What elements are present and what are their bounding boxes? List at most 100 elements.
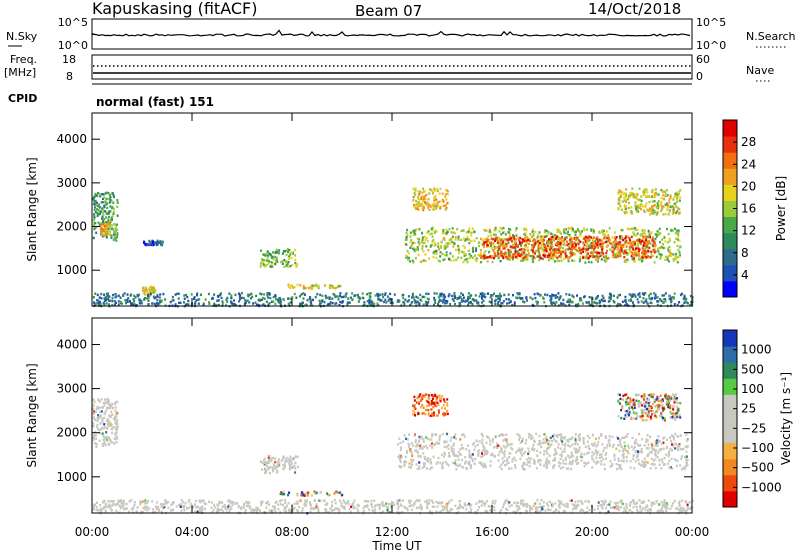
power-region [617, 187, 682, 216]
velocity-cell [493, 502, 496, 505]
velocity-cell [296, 500, 299, 503]
power-cell [146, 243, 149, 246]
power-cell [461, 250, 463, 254]
power-cell [507, 248, 510, 252]
power-cell [507, 241, 510, 244]
power-cell [600, 258, 603, 261]
power-cell [642, 254, 645, 258]
velocity-cell [274, 506, 277, 510]
power-cell [624, 207, 627, 211]
velocity-cell [414, 500, 417, 503]
power-cell [440, 299, 443, 302]
power-cell [527, 249, 530, 252]
velocity-cell [399, 499, 402, 502]
power-cell [622, 245, 625, 248]
power-cell [412, 233, 415, 236]
power-cell [329, 302, 332, 306]
velocity-cell [433, 443, 436, 446]
power-cell [636, 207, 639, 210]
velocity-cell [446, 402, 449, 405]
power-cell [194, 302, 197, 306]
power-cell [577, 242, 580, 246]
power-cell [582, 246, 585, 249]
velocity-cell [309, 501, 312, 504]
power-cell [508, 235, 511, 238]
power-cell [636, 251, 639, 254]
power-cell [648, 232, 651, 235]
power-cell [563, 242, 566, 245]
power-cell [393, 293, 396, 296]
velocity-cell [504, 446, 507, 449]
power-cell [616, 245, 619, 249]
velocity-cell [324, 508, 327, 511]
power-cell [567, 248, 570, 251]
power-cell [678, 191, 681, 194]
velocity-cell [109, 500, 112, 503]
power-cell [558, 259, 561, 263]
power-cell [509, 300, 512, 304]
velocity-cell [152, 508, 155, 511]
power-cell [672, 211, 675, 214]
power-cell [594, 298, 597, 301]
velocity-cell [245, 504, 248, 508]
power-cell [630, 206, 633, 209]
velocity-cell [334, 501, 337, 505]
velocity-cell [139, 500, 141, 503]
power-cell [107, 227, 110, 230]
velocity-cell [549, 436, 552, 439]
power-cell [112, 210, 115, 214]
velocity-cell [463, 502, 466, 505]
power-cell [528, 238, 531, 241]
power-cell [538, 255, 541, 258]
velocity-cell [602, 458, 605, 461]
power-cell [144, 297, 146, 300]
power-cell [515, 296, 518, 299]
velocity-cell [598, 437, 600, 440]
power-cell [592, 237, 594, 241]
velocity-cell [165, 502, 168, 505]
velocity-cell [331, 509, 334, 512]
power-cell [123, 292, 126, 295]
power-cell [465, 258, 468, 261]
power-cell [437, 245, 440, 248]
power-cell [414, 256, 417, 260]
power-cell [648, 246, 651, 249]
velocity-cell [539, 459, 542, 462]
velocity-cell [673, 499, 676, 503]
velocity-cell [228, 499, 231, 502]
velocity-cell [121, 505, 124, 508]
power-cell [97, 299, 100, 302]
power-cell [634, 227, 637, 230]
velocity-cell [593, 452, 595, 456]
velocity-cell [522, 499, 525, 502]
power-cell [571, 259, 574, 262]
velocity-cell [426, 404, 429, 408]
power-cell [532, 260, 535, 263]
power-cell [156, 302, 159, 305]
power-cell [482, 245, 485, 249]
power-cell [109, 195, 112, 199]
velocity-cell [655, 501, 658, 504]
power-cell [514, 247, 517, 250]
velocity-cell [194, 510, 197, 513]
power-cell [660, 196, 663, 200]
power-cell [94, 199, 97, 203]
power-cell [267, 296, 270, 299]
power-cell [327, 302, 330, 306]
power-cell [577, 246, 580, 250]
power-cell [567, 230, 570, 233]
velocity-cell [510, 504, 513, 507]
velocity-cell [637, 450, 639, 453]
power-cell [514, 243, 517, 246]
power-cell [103, 196, 106, 199]
velocity-cell [679, 507, 682, 510]
velocity-cell [602, 501, 605, 505]
power-cell [596, 253, 598, 256]
velocity-cell [133, 503, 136, 507]
velocity-cell [453, 461, 456, 465]
power-cell [438, 298, 441, 302]
velocity-cell [544, 509, 547, 512]
power-cell [507, 257, 509, 260]
power-cell [571, 253, 574, 256]
